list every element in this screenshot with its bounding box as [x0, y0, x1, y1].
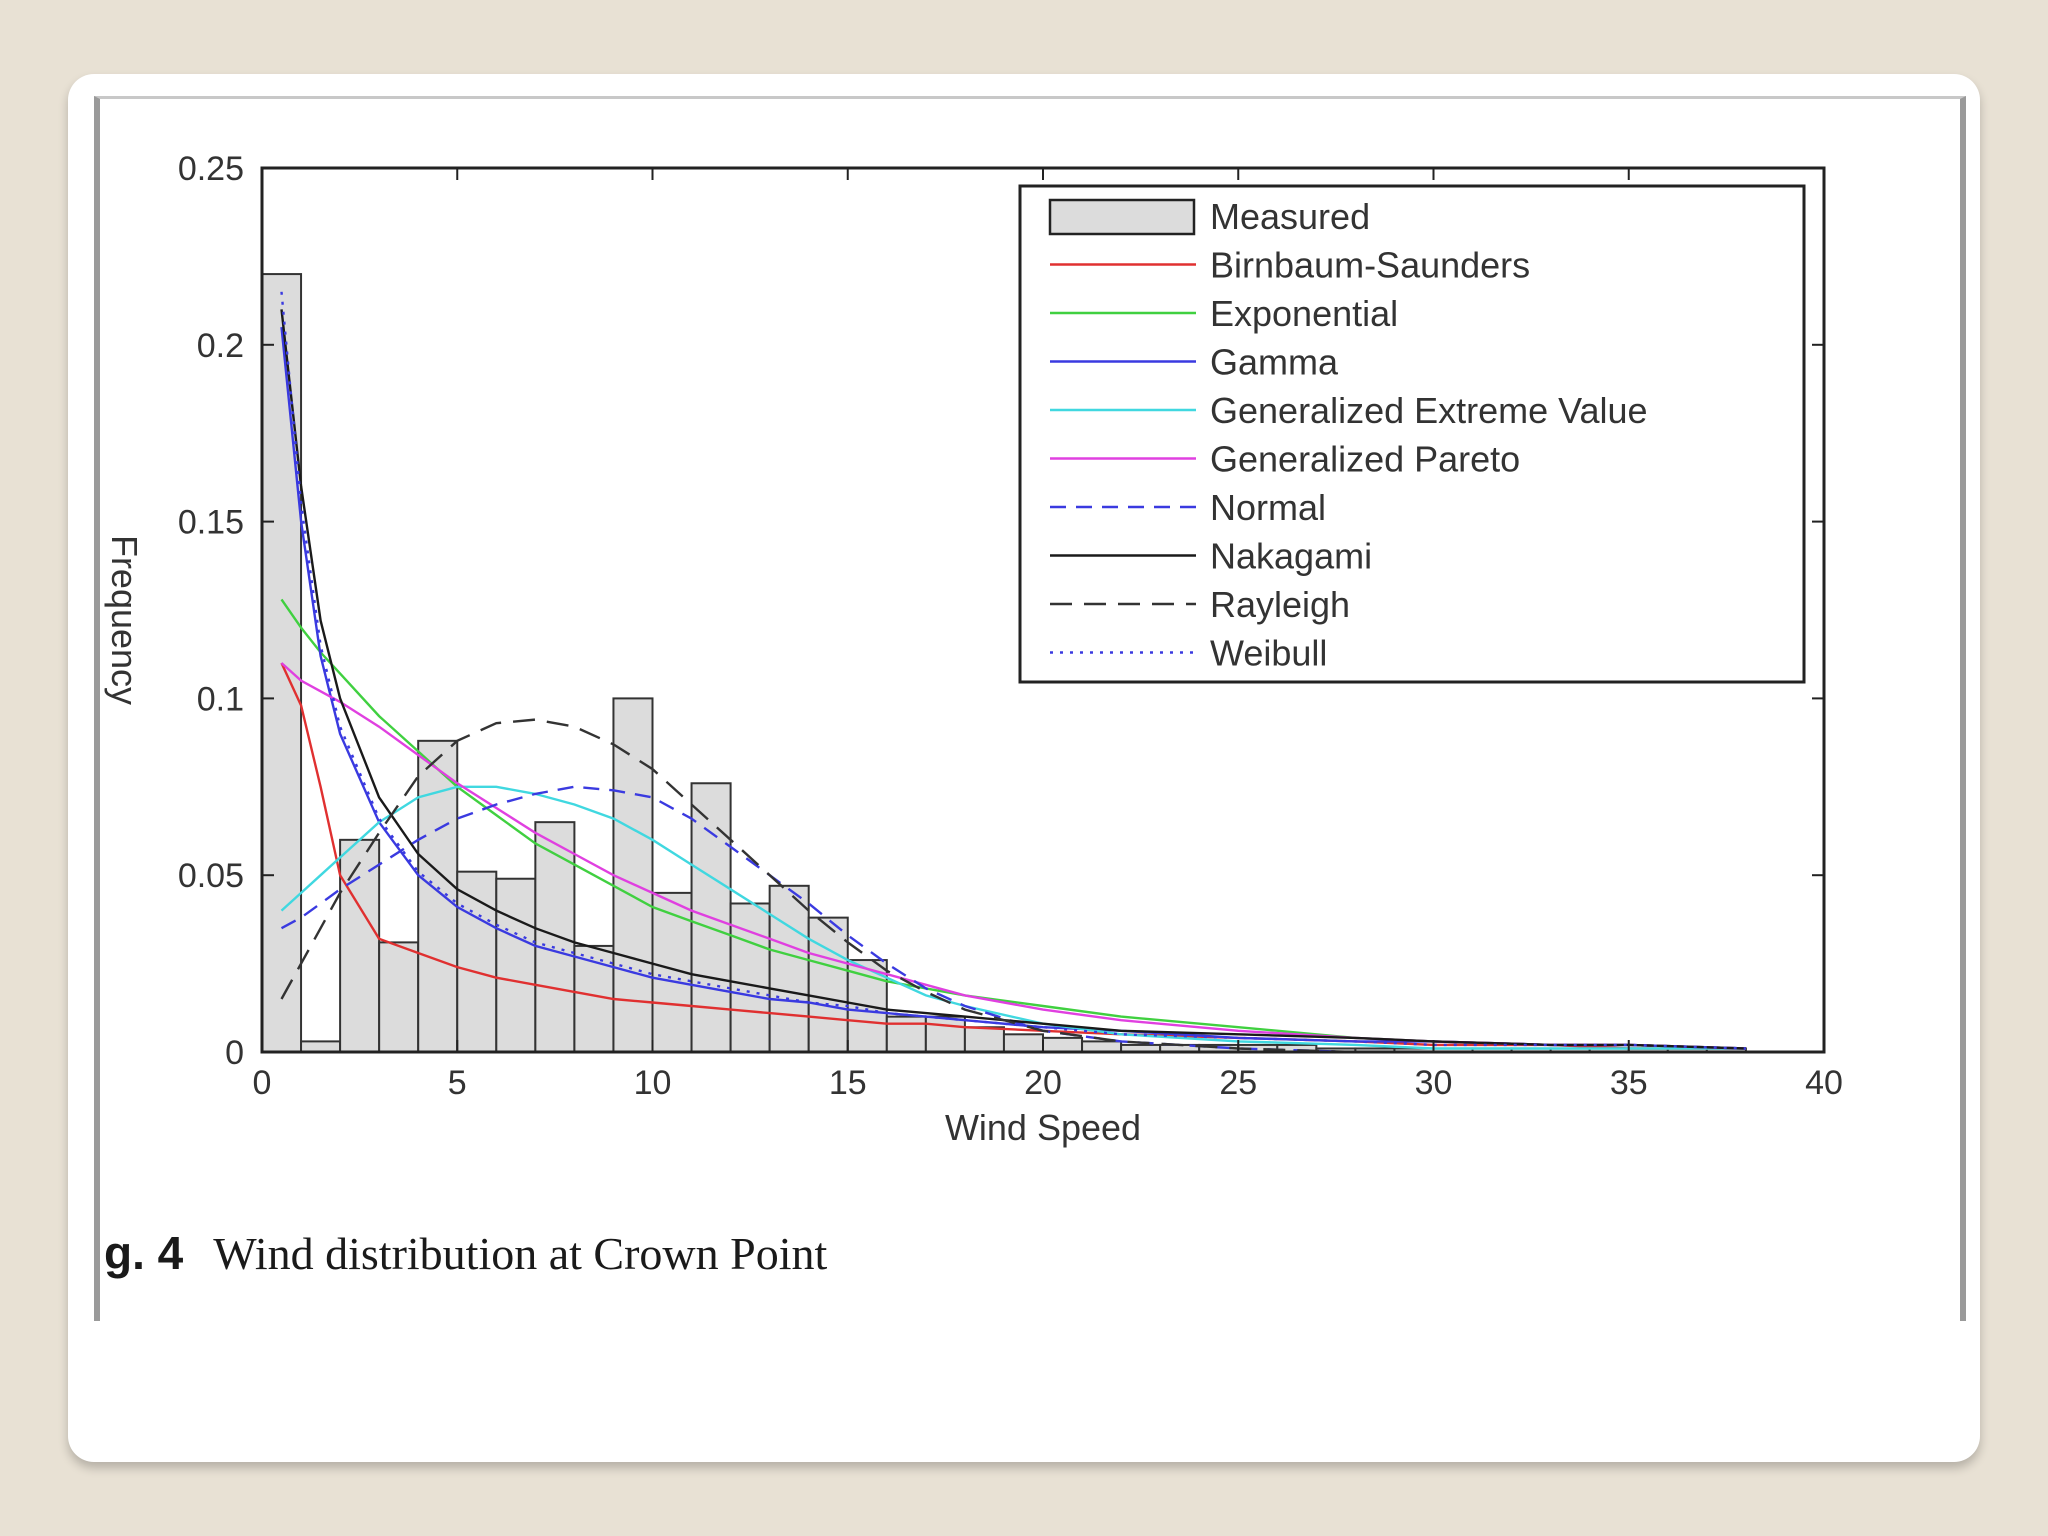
legend-entry: Exponential [1210, 293, 1398, 334]
histogram-bar [1002, 1033, 1045, 1053]
legend-entry: Generalized Extreme Value [1210, 390, 1648, 431]
y-axis-label: Frequency [104, 535, 145, 705]
histogram-bar [885, 1015, 927, 1054]
fitted-curves [280, 291, 1746, 1054]
histogram-bar [1081, 1040, 1123, 1053]
histogram-bar [339, 838, 381, 1054]
x-tick-label: 15 [829, 1064, 867, 1102]
legend-box [1018, 184, 1806, 684]
x-tick-label: 35 [1610, 1064, 1648, 1102]
legend-swatch-measured [1048, 198, 1196, 236]
caption-figure-label: g. 4 [104, 1227, 184, 1279]
x-axis-label: Wind Speed [945, 1107, 1141, 1148]
histogram-bar [924, 1015, 966, 1054]
legend-entry: Weibull [1210, 633, 1327, 674]
legend-entry: Normal [1210, 487, 1326, 528]
histogram-bar [495, 877, 537, 1054]
histogram-bar [963, 1026, 1005, 1054]
x-tick-label: 30 [1415, 1064, 1453, 1102]
y-tick-label: 0.25 [178, 150, 244, 188]
x-tick-label: 40 [1805, 1064, 1843, 1102]
histogram-bar [612, 697, 654, 1054]
series-line-weibull [280, 291, 1746, 1050]
series-line-nakagami [280, 309, 1746, 1050]
legend-entry: Generalized Pareto [1210, 439, 1520, 480]
legend: Measured Birnbaum-Saunders Exponential Gamm… [1018, 184, 1806, 684]
figure-caption: g. 4 Wind distribution at Crown Point [104, 1226, 827, 1280]
series-line-gamma [280, 326, 1746, 1050]
series-line-rayleigh [280, 718, 1746, 1054]
legend-entry: Nakagami [1210, 536, 1372, 577]
series-line-generalized-pareto [280, 662, 1746, 1050]
histogram-bar [1042, 1036, 1084, 1053]
legend-entry: Rayleigh [1210, 584, 1350, 625]
legend-entry: Birnbaum-Saunders [1210, 245, 1530, 286]
x-tick-label: 0 [253, 1064, 272, 1102]
x-tick-label: 10 [634, 1064, 672, 1102]
histogram-bar [378, 941, 420, 1053]
y-tick-label: 0.05 [178, 857, 244, 895]
y-tick-label: 0.15 [178, 504, 244, 542]
y-tick-label: 0.2 [197, 327, 244, 365]
series-line-exponential [280, 598, 1746, 1050]
histogram-bar [573, 944, 615, 1053]
legend-entry: Gamma [1210, 342, 1339, 383]
series-line-normal [280, 785, 1746, 1054]
legend-entry: Measured [1210, 196, 1370, 237]
y-tick-label: 0.1 [197, 680, 244, 718]
histogram-bar [768, 884, 810, 1053]
series-line-generalized-extreme-value [280, 785, 1746, 1050]
x-tick-label: 5 [448, 1064, 467, 1102]
histogram-bar [807, 916, 849, 1054]
caption-text: Wind distribution at Crown Point [213, 1228, 828, 1279]
y-tick-label: 0 [225, 1034, 244, 1072]
histogram-bar [534, 821, 576, 1053]
histogram-bar [300, 1040, 342, 1053]
axes: 0 5 10 15 20 25 30 35 40 0 0.05 0.1 0.15 0.2 0.25 [178, 150, 1843, 1102]
x-tick-label: 25 [1219, 1064, 1257, 1102]
x-tick-label: 20 [1024, 1064, 1062, 1102]
